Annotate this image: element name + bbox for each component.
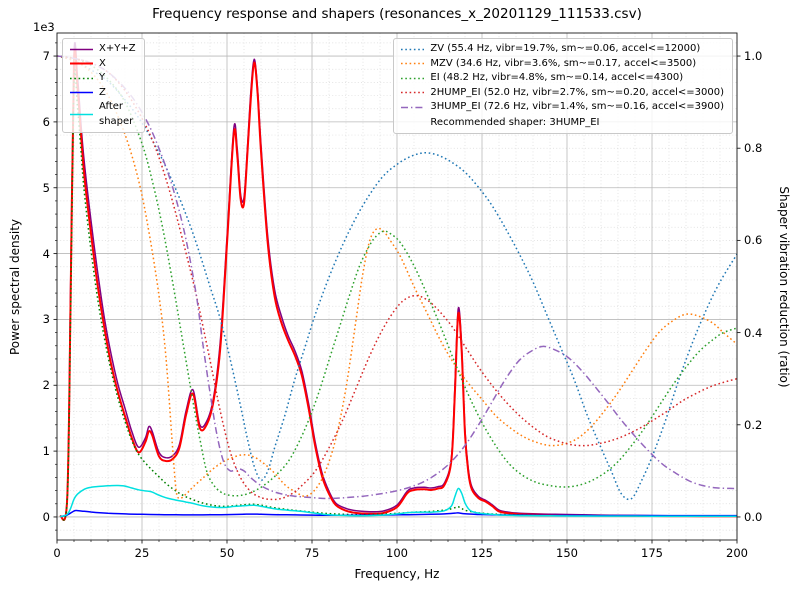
- y-left-tick-label: 5: [42, 180, 50, 195]
- x-tick-label: 150: [556, 546, 578, 560]
- y-right-tick-label: 0.6: [744, 233, 763, 248]
- y-left-tick-label: 6: [42, 114, 50, 129]
- legend-line-swatch: [401, 48, 425, 50]
- legend-line-swatch: [70, 62, 93, 65]
- y-left-tick-label: 2: [42, 378, 50, 393]
- legend-label: ZV (55.4 Hz, vibr=19.7%, sm~=0.06, accel…: [430, 43, 701, 54]
- legend-item-z: Z: [69, 86, 136, 101]
- legend-item-y: Y: [69, 71, 136, 86]
- legend-item-zv: ZV (55.4 Hz, vibr=19.7%, sm~=0.06, accel…: [400, 42, 724, 57]
- legend-label: 2HUMP_EI (52.0 Hz, vibr=2.7%, sm~=0.20, …: [430, 86, 724, 98]
- y-right-tick-label: 0.8: [744, 141, 763, 156]
- x-tick-label: 25: [134, 546, 150, 560]
- legend-line-swatch: [401, 63, 425, 65]
- legend-item-2hump-ei: 2HUMP_EI (52.0 Hz, vibr=2.7%, sm~=0.20, …: [400, 86, 724, 101]
- curve-after-shaper: [60, 484, 737, 518]
- x-tick-label: 200: [726, 546, 748, 560]
- legend-item-3hump-ei: 3HUMP_EI (72.6 Hz, vibr=1.4%, sm~=0.16, …: [400, 100, 724, 115]
- y-left-tick-label: 4: [42, 246, 50, 261]
- legend-label: EI (48.2 Hz, vibr=4.8%, sm~=0.14, accel<…: [430, 72, 684, 83]
- legend-line-swatch: [70, 77, 93, 79]
- legend-line-swatch: [401, 106, 425, 108]
- legend-label: Z: [99, 86, 106, 98]
- legend-label: MZV (34.6 Hz, vibr=3.6%, sm~=0.17, accel…: [430, 57, 697, 69]
- legend-label: Y: [99, 72, 106, 83]
- legend-item-mzv: MZV (34.6 Hz, vibr=3.6%, sm~=0.17, accel…: [400, 57, 724, 72]
- y-left-tick-label: 1: [42, 444, 50, 459]
- legend-label: 3HUMP_EI (72.6 Hz, vibr=1.4%, sm~=0.16, …: [430, 101, 724, 112]
- legend-item-x: X: [69, 57, 136, 72]
- legend-line-swatch: [70, 113, 93, 116]
- shaper-legend: ZV (55.4 Hz, vibr=19.7%, sm~=0.06, accel…: [393, 38, 733, 134]
- curve-mzv: [57, 55, 737, 500]
- shaper-legend-rows: ZV (55.4 Hz, vibr=19.7%, sm~=0.06, accel…: [400, 42, 724, 115]
- x-tick-label: 50: [219, 546, 235, 560]
- y-axis-left-label: Power spectral density: [8, 218, 22, 356]
- y-axis-right-label: Shaper vibration reduction (ratio): [777, 186, 791, 388]
- y-axis-offset-text: 1e3: [33, 20, 55, 34]
- curve-x: [59, 48, 737, 521]
- y-right-tick-label: 0.0: [744, 509, 763, 524]
- legend-item-after-shaper: After shaper: [69, 100, 136, 129]
- legend-line-swatch: [401, 92, 425, 94]
- legend-line-swatch: [401, 77, 425, 79]
- recommended-shaper-note: Recommended shaper: 3HUMP_EI: [430, 116, 600, 128]
- y-left-tick-label: 7: [42, 49, 50, 64]
- legend-line-swatch: [70, 48, 93, 50]
- legend-item-ei: EI (48.2 Hz, vibr=4.8%, sm~=0.14, accel<…: [400, 71, 724, 86]
- psd-legend: X+Y+Z X Y Z After shaper: [62, 38, 145, 133]
- legend-label: X+Y+Z: [99, 43, 136, 54]
- y-right-tick-label: 0.2: [744, 417, 763, 432]
- curve-3hump-ei: [57, 55, 737, 500]
- y-left-tick-label: 3: [42, 312, 50, 327]
- chart-title: Frequency response and shapers (resonanc…: [152, 6, 642, 22]
- curve-ei: [57, 55, 737, 497]
- x-tick-label: 175: [641, 546, 663, 560]
- y-right-tick-label: 1.0: [744, 49, 763, 64]
- x-tick-label: 75: [304, 546, 320, 560]
- x-tick-label: 100: [386, 546, 408, 560]
- y-right-tick-label: 0.4: [744, 325, 763, 340]
- curve-y: [59, 69, 737, 521]
- x-tick-label: 125: [471, 546, 493, 560]
- legend-label: After shaper: [99, 101, 134, 127]
- y-left-tick-label: 0: [42, 509, 50, 524]
- x-axis-label: Frequency, Hz: [354, 567, 440, 581]
- legend-label: X: [99, 57, 106, 69]
- x-tick-label: 0: [53, 546, 61, 560]
- legend-line-swatch: [70, 92, 93, 94]
- legend-item-xyz: X+Y+Z: [69, 42, 136, 57]
- curve-zv: [57, 55, 737, 501]
